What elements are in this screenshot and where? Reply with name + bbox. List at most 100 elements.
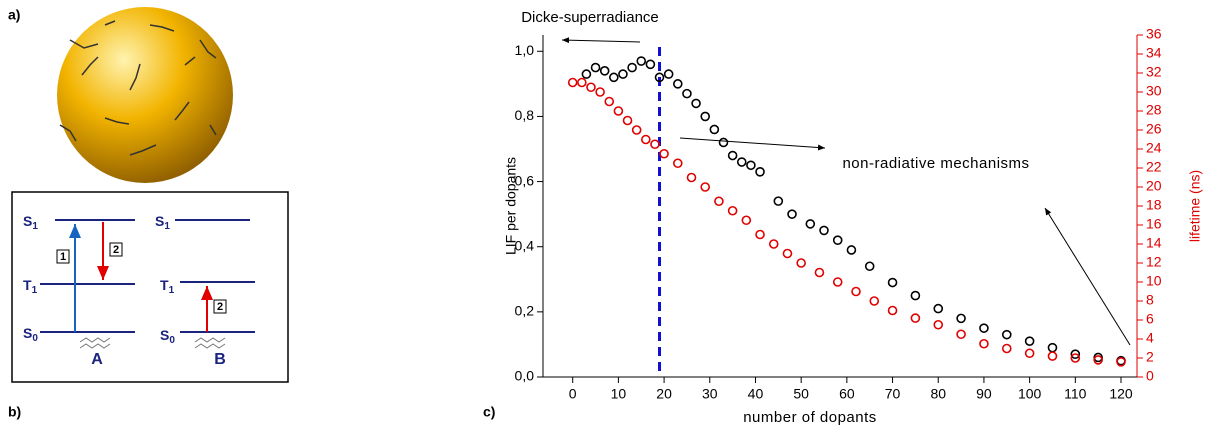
y2-tick-label: 18: [1146, 197, 1162, 213]
y2-tick-label: 24: [1146, 140, 1162, 156]
data-point: [910, 290, 921, 301]
data-point: [979, 338, 989, 349]
data-point: [887, 277, 898, 288]
y2-tick-label: 30: [1146, 83, 1162, 99]
step-label: 1: [60, 251, 66, 263]
diagram-frame: [11, 191, 289, 383]
data-point: [627, 62, 637, 73]
y-tick-label: 0,4: [515, 237, 535, 253]
data-point: [567, 77, 578, 88]
level-label: S0: [23, 325, 38, 344]
data-point: [682, 88, 692, 99]
y2-tick-label: 20: [1146, 178, 1162, 194]
data-point: [782, 248, 793, 259]
data-point: [1001, 329, 1012, 340]
y2-tick-label: 22: [1146, 159, 1162, 175]
y-tick-label: 0,0: [515, 368, 535, 384]
y2-tick-label: 8: [1146, 292, 1154, 308]
data-point: [832, 235, 843, 245]
data-point: [1070, 349, 1081, 360]
data-point: [1093, 355, 1103, 365]
data-point: [700, 182, 711, 192]
data-point: [618, 69, 628, 79]
data-point: [887, 305, 898, 316]
y2-tick-label: 32: [1146, 64, 1162, 80]
y2-tick-label: 4: [1146, 330, 1154, 346]
energy-diagram: [40, 219, 255, 349]
data-point: [851, 286, 861, 297]
data-point: [1047, 351, 1058, 361]
level-label: T1: [160, 277, 175, 296]
y-tick-label: 0,2: [515, 303, 535, 319]
level-label: S1: [155, 213, 170, 232]
data-point: [700, 111, 711, 122]
y2-axis-label: lifetime (ns): [1187, 170, 1203, 242]
data-point: [741, 215, 752, 226]
y2-tick-label: 12: [1146, 254, 1162, 270]
data-point: [595, 87, 605, 97]
chart-title: Dicke-superradiance: [521, 9, 659, 26]
data-point: [814, 267, 825, 278]
level-label: S1: [23, 213, 38, 232]
data-point: [819, 225, 829, 236]
data-point: [787, 209, 797, 219]
data-point: [727, 150, 738, 161]
x-tick-label: 60: [839, 386, 855, 402]
y2-tick-label: 10: [1146, 273, 1162, 289]
y-tick-label: 1,0: [515, 42, 535, 58]
molecule-label: B: [214, 351, 226, 368]
data-point: [590, 62, 601, 73]
data-point: [645, 59, 656, 70]
data-point: [650, 139, 660, 150]
data-point: [672, 158, 683, 169]
step-label: 2: [217, 301, 223, 313]
y2-tick-label: 26: [1146, 121, 1162, 137]
data-point: [622, 115, 633, 126]
x-tick-label: 40: [748, 386, 764, 402]
level-label: S0: [160, 327, 175, 346]
data-point: [736, 157, 747, 167]
step-label: 2: [113, 244, 119, 256]
data-point: [686, 172, 697, 183]
data-point: [933, 319, 944, 330]
y2-tick-label: 34: [1146, 45, 1162, 61]
data-point: [654, 72, 665, 83]
data-point: [709, 124, 720, 135]
x-tick-label: 20: [656, 386, 672, 402]
data-point: [636, 56, 647, 66]
data-point: [1024, 348, 1035, 359]
y-tick-label: 0,6: [515, 172, 535, 188]
annotation: non-radiative mechanisms: [842, 155, 1029, 172]
data-point: [577, 77, 587, 88]
data-point: [641, 134, 651, 145]
data-point: [586, 82, 596, 93]
data-point: [609, 72, 619, 83]
x-tick-label: 80: [930, 386, 946, 402]
data-point: [727, 205, 738, 216]
data-point: [672, 79, 683, 89]
y2-tick-label: 36: [1146, 26, 1162, 42]
y2-tick-label: 0: [1146, 368, 1154, 384]
nanoparticle: [57, 7, 233, 183]
data-point: [718, 137, 729, 148]
data-point: [659, 148, 669, 159]
level-label: T1: [23, 277, 38, 296]
data-point: [1001, 343, 1012, 354]
arrows: [561, 37, 1131, 346]
data-point: [755, 229, 765, 240]
data-point: [979, 323, 989, 333]
data-point: [746, 160, 756, 171]
data-point: [581, 69, 592, 79]
data-point: [613, 106, 624, 116]
data-point: [956, 329, 966, 340]
y2-tick-label: 16: [1146, 216, 1162, 232]
data-point: [599, 66, 610, 76]
data-point: [773, 196, 784, 206]
y-axis-label: LIF per dopants: [503, 157, 519, 255]
data-point: [869, 296, 880, 306]
x-tick-label: 110: [1064, 386, 1087, 402]
molecule-label: A: [91, 351, 103, 368]
y2-tick-label: 14: [1146, 235, 1162, 251]
data-point: [714, 196, 724, 207]
